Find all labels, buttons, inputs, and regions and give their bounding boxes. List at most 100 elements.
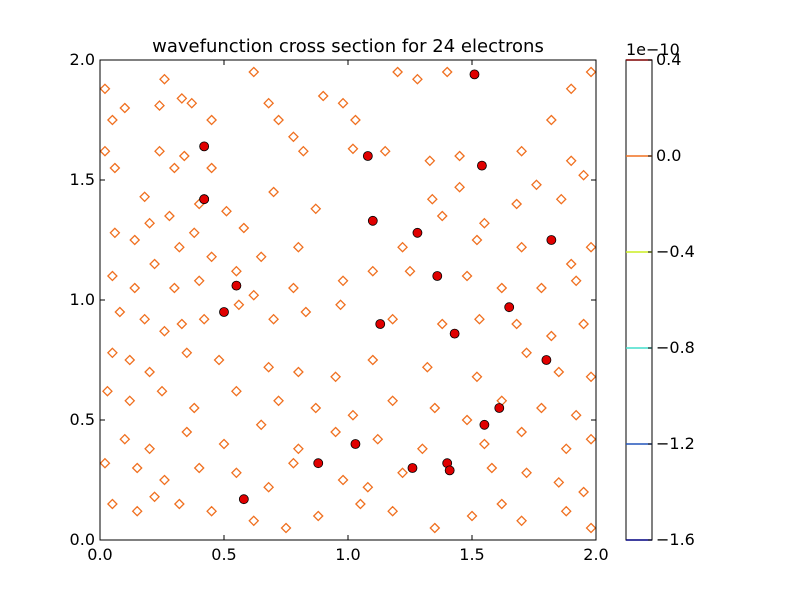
contour-marker [131,505,143,517]
electron-point [494,403,505,413]
contour-marker [206,251,218,263]
colorbar-tick-label: 0.4 [656,50,681,69]
contour-marker [486,462,498,474]
contour-marker [292,366,304,378]
contour-marker [555,193,567,205]
contour-marker [188,402,200,414]
contour-marker [102,385,113,397]
y-tick-label: 0.0 [70,530,95,549]
electron-point [541,355,552,365]
contour-marker [426,193,438,205]
electron-point [313,458,324,469]
contour-marker [565,155,577,167]
contour-marker [288,282,299,294]
electron-layer [199,69,557,505]
contour-marker [119,102,131,114]
contour-marker [109,162,121,174]
contour-marker [531,179,542,191]
contour-marker [292,241,304,253]
electron-point [444,465,455,476]
contour-marker [436,210,448,222]
contour-marker [424,155,436,167]
contour-marker [238,222,250,234]
contour-marker [387,395,399,407]
contour-marker [560,443,572,455]
contour-marker [248,289,260,301]
x-tick-label: 0.5 [211,545,236,564]
contour-marker [154,145,165,157]
contour-marker [176,92,188,104]
contour-marker [429,402,441,414]
contour-marker [156,385,168,397]
contour-marker [248,515,260,527]
contour-marker [317,90,329,102]
electron-point [504,302,515,313]
contour-marker [144,443,156,455]
contour-marker [198,313,210,325]
contour-marker [218,438,230,450]
contour-marker [354,498,366,510]
contour-marker [310,402,322,414]
contour-marker [362,481,374,493]
contour-marker [154,100,165,112]
contour-marker [168,162,180,174]
contour-marker [139,313,151,325]
contour-marker [263,361,275,373]
contour-marker [173,498,185,510]
contour-marker [230,265,242,277]
contour-marker [387,505,399,517]
contour-marker [233,299,245,311]
electron-point [362,151,373,161]
contour-marker [124,354,136,366]
contour-marker [268,186,280,198]
contour-marker [297,145,309,157]
contour-marker [99,145,111,157]
contour-marker [436,318,448,330]
contour-marker [585,241,597,253]
contour-marker [392,66,404,78]
contour-marker [347,409,359,421]
x-tick-label: 0.0 [87,545,112,564]
contour-marker [337,474,349,486]
contour-marker [511,198,523,210]
contour-marker [263,97,275,109]
electron-point [199,141,210,152]
contour-marker [213,354,225,366]
colorbar-tick-label: 0.0 [656,146,681,165]
contour-marker [248,66,260,78]
contour-marker [109,227,121,239]
contour-marker [114,306,126,318]
contour-marker [350,114,361,126]
contour-marker [188,227,200,239]
contour-marker [536,402,547,414]
contour-marker [585,522,597,534]
contour-marker [516,145,528,157]
contour-marker [330,371,342,383]
contour-marker [578,486,590,498]
contour-marker [429,522,441,534]
contour-marker [176,318,188,330]
contour-marker [280,522,292,534]
contour-marker [379,145,391,157]
contour-marker [181,426,193,438]
contour-marker [149,491,160,503]
contour-marker [292,443,304,455]
x-tick-label: 1.0 [335,545,360,564]
contour-marker [124,395,136,407]
contour-marker [159,474,170,486]
contour-marker [106,114,118,126]
contour-marker [330,426,342,438]
contour-marker [516,426,528,438]
y-tick-label: 0.5 [70,410,95,429]
contour-marker [570,275,582,287]
contour-marker [578,318,590,330]
contour-marker [99,83,111,95]
contour-marker [106,270,118,282]
contour-marker [367,265,379,277]
contour-marker [230,385,242,397]
electron-point [375,319,386,329]
contour-marker [159,325,170,337]
contour-marker [335,299,346,311]
